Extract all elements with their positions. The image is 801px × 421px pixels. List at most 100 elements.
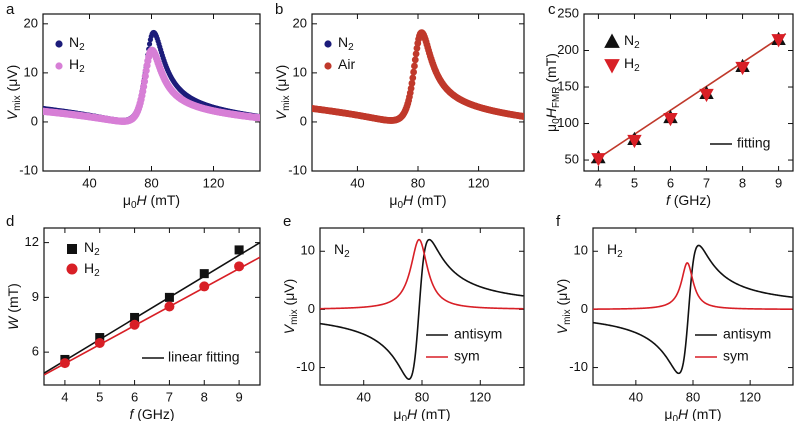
data-point-H2 (59, 358, 70, 369)
data-point-H2 (199, 281, 210, 292)
inset-gas-label: H2 (607, 241, 623, 260)
fit-line (44, 241, 260, 374)
data-point-Air (520, 113, 524, 120)
panel-c: c 4 5 6 7 8 9 50 100 150 200 250 f (GHz) μ0HFMR (mT) N… (543, 1, 794, 208)
y-tick-label: -10 (19, 162, 38, 177)
data-layer (43, 29, 260, 125)
y-tick-label: 10 (574, 243, 588, 258)
panel-label-b: b (275, 1, 283, 18)
y-tick-label: 20 (24, 15, 38, 30)
data-point-H2 (255, 114, 260, 122)
data-point-N2 (234, 245, 244, 255)
y-tick-label: 20 (293, 15, 307, 30)
legend-fit-label: fitting (737, 135, 770, 151)
data-layer (312, 29, 524, 124)
y-axis-label: Vmix (μV) (554, 279, 573, 335)
inset-gas-label: N2 (334, 241, 350, 260)
y-axis-label: μ0HFMR (mT) (543, 53, 562, 132)
x-tick-label: 7 (166, 389, 173, 404)
x-tick-label: 6 (667, 175, 674, 190)
x-tick-label: 80 (144, 175, 158, 190)
legend-marker-N2 (55, 40, 63, 48)
legend-label-antisym: antisym (454, 326, 502, 342)
legend-label-sub: 2 (79, 42, 85, 53)
y-tick-label: 200 (557, 42, 579, 57)
y-tick-label: 6 (32, 344, 39, 359)
x-tick-label: 40 (629, 389, 643, 404)
y-tick-label: 50 (565, 151, 579, 166)
data-point-H2 (234, 261, 245, 272)
data-point-H2 (663, 113, 678, 127)
y-axis-label: Vmix (μV) (4, 65, 23, 121)
fit-line (590, 33, 787, 164)
x-axis-label: f (GHz) (129, 406, 174, 421)
y-tick-label: -10 (296, 359, 315, 374)
data-point-N2 (146, 41, 153, 47)
x-axis-label: μ0H (mT) (123, 192, 180, 211)
legend-label-H2: H2 (69, 56, 85, 75)
data-point-N2 (164, 292, 174, 302)
legend-label-sub: 2 (94, 247, 100, 258)
x-tick-label: 5 (96, 389, 103, 404)
x-tick-label: 80 (411, 175, 425, 190)
curve-antisym (593, 244, 793, 375)
x-tick-label: 4 (595, 175, 602, 190)
plot-frame (319, 227, 525, 386)
y-tick-label: 10 (24, 64, 38, 79)
x-tick-label: 4 (61, 389, 68, 404)
data-point-Air (407, 84, 415, 92)
data-point-H2 (94, 338, 105, 349)
x-axis-label: μ0H (mT) (393, 406, 450, 421)
legend-label-sym: sym (454, 348, 480, 364)
y-tick-label: 250 (557, 5, 579, 20)
legend-marker-N2 (324, 40, 332, 48)
plot-frame (583, 13, 794, 172)
panel-d: d 4 5 6 7 8 9 6 9 12 f (GHz) W (mT) N2 H2 linear fitti… (5, 213, 261, 421)
y-tick-label: 0 (581, 301, 588, 316)
legend-label-antisym: antisym (723, 326, 771, 342)
legend-label-sub: 2 (634, 63, 640, 74)
y-tick-label: 10 (301, 243, 315, 258)
panel-label-e: e (283, 213, 291, 230)
fit-line (44, 256, 260, 376)
panel-label-d: d (6, 213, 14, 230)
x-tick-label: 40 (350, 175, 364, 190)
y-tick-label: -10 (569, 359, 588, 374)
curve-sym (320, 238, 524, 310)
x-tick-label: 80 (415, 389, 429, 404)
legend-label-H2: H2 (84, 260, 100, 279)
x-tick-label: 9 (775, 175, 782, 190)
y-axis-label: Vmix (μV) (281, 279, 300, 335)
data-point-Air (410, 68, 418, 76)
legend-marker-H2 (66, 263, 78, 275)
x-tick-label: 6 (131, 389, 138, 404)
legend-marker-H2 (604, 59, 620, 74)
y-tick-label: 10 (293, 64, 307, 79)
data-layer (320, 238, 524, 380)
data-point-Air (411, 62, 418, 70)
legend-label-sym: sym (723, 348, 749, 364)
y-tick-label: 150 (557, 78, 579, 93)
x-tick-label: 120 (469, 389, 491, 404)
x-tick-label: 40 (82, 175, 96, 190)
panel-b: b 40 80 120 -10 0 10 20 μ0H (mT) Vmix (μV) N2 Air (273, 1, 525, 211)
legend-label-sub: 2 (634, 40, 640, 51)
y-axis-label: Vmix (μV) (273, 65, 292, 121)
x-tick-label: 9 (235, 389, 242, 404)
panel-label-a: a (6, 1, 15, 18)
legend-label-N2: N2 (338, 34, 354, 53)
data-point-H2 (771, 34, 786, 48)
legend-label-N2: N2 (624, 32, 640, 51)
panel-f: f 40 80 120 -10 0 10 μ0H (mT) Vmix (μV) H2 antisym… (554, 213, 794, 421)
x-axis-label: μ0H (mT) (389, 192, 446, 211)
curve-sym (593, 261, 793, 310)
y-tick-label: -10 (288, 162, 307, 177)
inset-gas-label-sub: 2 (617, 249, 623, 260)
plot-frame (43, 227, 261, 386)
plot-frame (592, 227, 794, 386)
data-point-H2 (129, 319, 140, 330)
data-layer (590, 31, 787, 167)
x-tick-label: 7 (703, 175, 710, 190)
panel-e: e 40 80 120 -10 0 10 μ0H (mT) Vmix (μV) N2 antisym… (281, 213, 525, 421)
